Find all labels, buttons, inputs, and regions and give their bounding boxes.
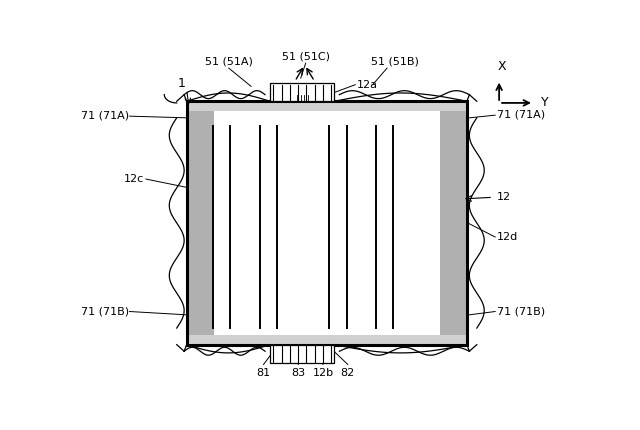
Bar (187, 101, 467, 344)
Text: 51 (51B): 51 (51B) (371, 56, 419, 67)
Text: 81: 81 (257, 368, 271, 378)
Bar (270, 344, 335, 363)
Bar (270, 83, 335, 101)
Bar (187, 101, 467, 344)
Text: Y: Y (541, 96, 549, 109)
Text: 51 (51C): 51 (51C) (282, 52, 330, 61)
Text: 1: 1 (178, 77, 186, 89)
Text: 71 (71A): 71 (71A) (81, 110, 129, 120)
Text: 71 (71B): 71 (71B) (497, 307, 545, 316)
Bar (187, 101, 214, 344)
Text: 83: 83 (291, 368, 305, 378)
Text: X: X (497, 60, 506, 73)
Bar (187, 335, 467, 344)
Bar (440, 101, 467, 344)
Text: 51 (51A): 51 (51A) (205, 56, 253, 67)
Text: 12a: 12a (356, 80, 378, 90)
Text: 12c: 12c (124, 174, 145, 184)
Text: 12: 12 (497, 192, 511, 202)
Text: 12d: 12d (497, 232, 518, 242)
Text: 82: 82 (340, 368, 355, 378)
Bar (187, 101, 467, 111)
Text: 71 (71A): 71 (71A) (497, 110, 545, 120)
Text: 71 (71B): 71 (71B) (81, 307, 129, 316)
Text: 12b: 12b (312, 368, 333, 378)
